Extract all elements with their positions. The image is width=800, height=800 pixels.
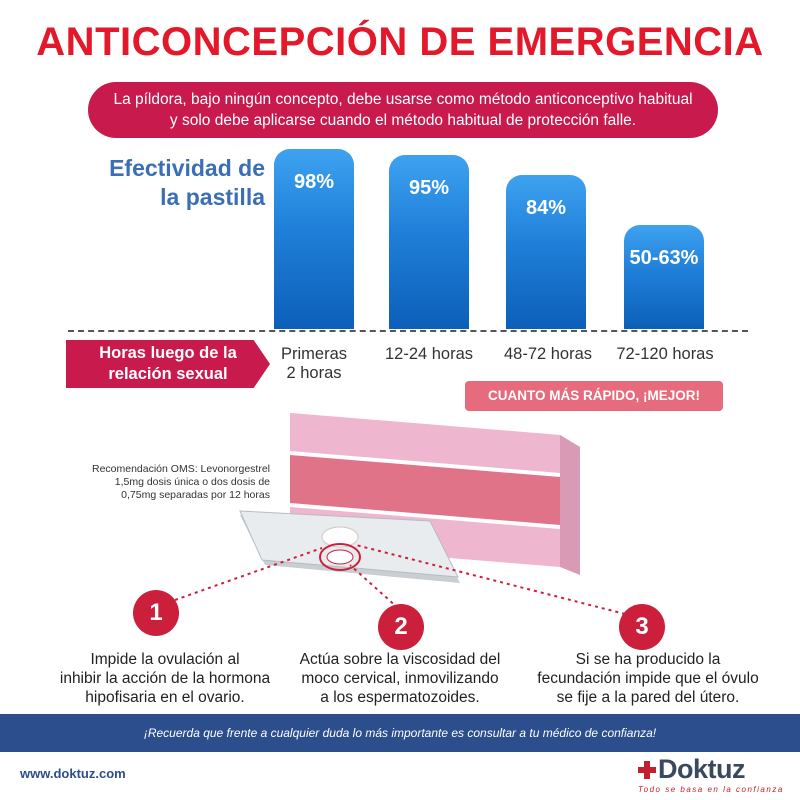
- step-line: Impide la ovulación al: [90, 651, 240, 668]
- effectiveness-title: Efectividad de la pastilla: [90, 154, 265, 212]
- hours-label-line1: Horas luego de la: [99, 344, 237, 362]
- oms-recommendation: Recomendación OMS: Levonorgestrel 1,5mg …: [70, 463, 270, 502]
- footer-notice-text: ¡Recuerda que frente a cualquier duda lo…: [143, 726, 657, 740]
- step-line: hipofisaria en el ovario.: [85, 689, 245, 706]
- step-3-number: 3: [619, 604, 665, 650]
- bar-value-label: 84%: [525, 196, 567, 219]
- chart-baseline-divider: [68, 330, 748, 332]
- step-line: moco cervical, inmovilizando: [301, 670, 499, 687]
- category-label-line: Primeras: [280, 345, 347, 363]
- step-line: Actúa sobre la viscosidad del: [299, 651, 501, 668]
- bar-value-label: 50-63%: [629, 247, 699, 270]
- medical-cross-icon: [638, 760, 656, 779]
- hours-label-line2: relación sexual: [108, 365, 228, 383]
- logo-name: Doktuz: [658, 754, 746, 784]
- category-label-line: 48-72 horas: [503, 345, 593, 363]
- category-label-line: 2 horas: [286, 364, 342, 382]
- oms-line: Recomendación OMS: Levonorgestrel: [91, 463, 270, 475]
- effectiveness-title-line1: Efectividad de: [109, 155, 265, 181]
- step-line: Si se ha producido la: [575, 651, 721, 668]
- category-label-line: 12-24 horas: [384, 345, 474, 363]
- step-line: a los espermatozoides.: [320, 689, 480, 706]
- category-label-12-24-hours: 12-24 horas: [374, 345, 484, 364]
- bar-value-label: 98%: [293, 171, 335, 193]
- category-label-72-120-hours: 72-120 horas: [610, 345, 720, 364]
- category-label-first-2-hours: Primeras 2 horas: [259, 345, 369, 383]
- pill-box-illustration: [239, 413, 580, 583]
- step-line: inhibir la acción de la hormona: [59, 670, 271, 687]
- website-link[interactable]: www.doktuz.com: [20, 766, 126, 781]
- category-label-line: 72-120 horas: [616, 345, 714, 363]
- step-1-description: Impide la ovulación al inhibir la acción…: [55, 650, 275, 707]
- bar-72-120-hours: [624, 225, 704, 329]
- step-1-number: 1: [133, 590, 179, 636]
- hours-label-arrow: Horas luego de la relación sexual: [66, 340, 270, 388]
- bar-value-label: 95%: [408, 176, 450, 199]
- step-line: fecundación impide que el óvulo: [537, 670, 759, 687]
- category-label-48-72-hours: 48-72 horas: [493, 345, 603, 364]
- footer-notice-bar: ¡Recuerda que frente a cualquier duda lo…: [0, 714, 800, 752]
- bar-12-24-hours: [389, 154, 469, 329]
- step-2-description: Actúa sobre la viscosidad del moco cervi…: [290, 650, 510, 707]
- warning-banner: La píldora, bajo ningún concepto, debe u…: [88, 82, 718, 138]
- step-line: se fije a la pared del útero.: [556, 689, 740, 706]
- faster-is-better-badge: CUANTO MÁS RÁPIDO, ¡MEJOR!: [465, 381, 723, 411]
- oms-line: 0,75mg separadas por 12 horas: [121, 489, 270, 501]
- logo-tagline: Todo se basa en la confianza: [638, 785, 784, 794]
- step-3-description: Si se ha producido la fecundación impide…: [528, 650, 768, 707]
- warning-banner-text: La píldora, bajo ningún concepto, debe u…: [113, 91, 693, 129]
- bar-48-72-hours: [506, 174, 586, 329]
- effectiveness-title-line2: la pastilla: [160, 184, 265, 210]
- bar-first-2-hours: [274, 149, 354, 329]
- page-title: ANTICONCEPCIÓN DE EMERGENCIA: [36, 20, 764, 64]
- step-2-number: 2: [378, 604, 424, 650]
- oms-line: 1,5mg dosis única o dos dosis de: [114, 476, 270, 488]
- doktuz-logo[interactable]: Doktuz Todo se basa en la confianza: [636, 754, 786, 794]
